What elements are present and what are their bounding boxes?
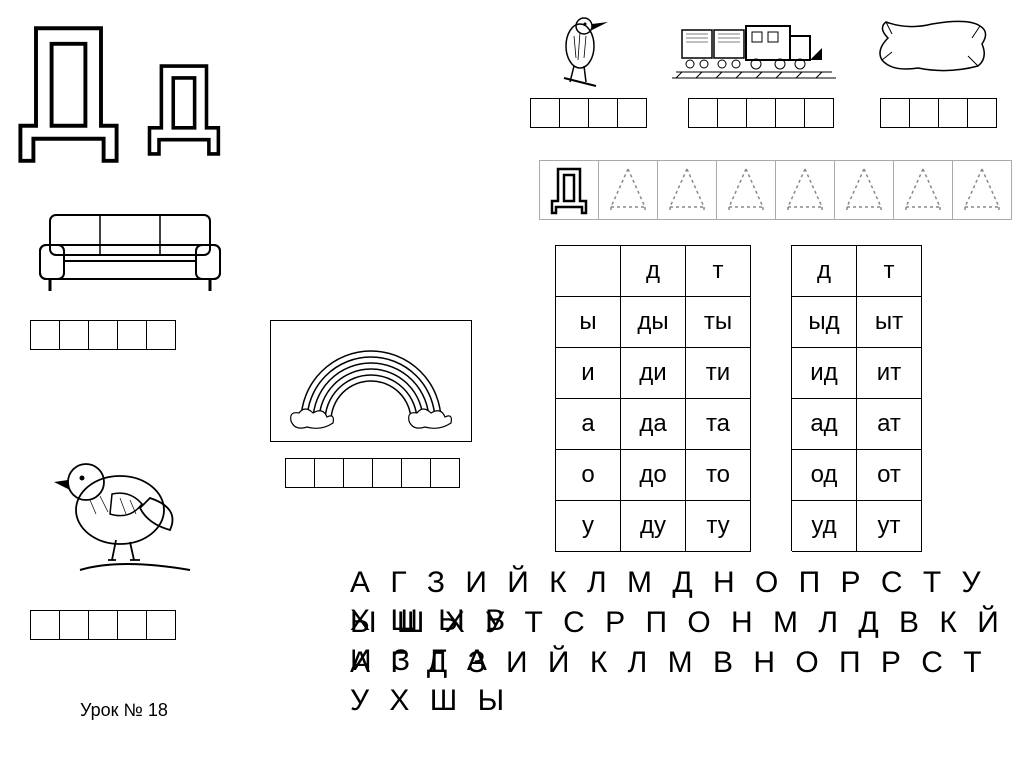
syl-cell: т bbox=[857, 246, 922, 297]
table-row: ы ды ты ыд ыт bbox=[556, 297, 922, 348]
woodpecker-group bbox=[520, 8, 640, 93]
syl-cell: ты bbox=[686, 297, 751, 348]
syl-cell bbox=[556, 246, 621, 297]
train-group bbox=[672, 8, 842, 93]
syl-cell: т bbox=[686, 246, 751, 297]
rainbow-frame bbox=[270, 320, 472, 442]
syl-cell: ит bbox=[857, 348, 922, 399]
syl-cell: ид bbox=[792, 348, 857, 399]
syl-cell: у bbox=[556, 501, 621, 552]
big-letter-lowercase bbox=[140, 55, 235, 170]
syl-cell: ыт bbox=[857, 297, 922, 348]
syl-cell: ду bbox=[621, 501, 686, 552]
syl-cell: ы bbox=[556, 297, 621, 348]
trace-cell-dashed[interactable] bbox=[716, 160, 776, 220]
trace-row[interactable] bbox=[540, 160, 1012, 220]
syl-cell: д bbox=[621, 246, 686, 297]
woodpecker-icon bbox=[540, 8, 620, 88]
syl-cell: ат bbox=[857, 399, 922, 450]
syl-gap bbox=[751, 399, 792, 450]
sparrow-boxes[interactable] bbox=[30, 610, 176, 640]
sofa-icon bbox=[30, 195, 230, 305]
sofa-group bbox=[30, 195, 230, 310]
sparrow-group bbox=[30, 420, 210, 595]
syl-cell: от bbox=[857, 450, 922, 501]
trace-cell-dashed[interactable] bbox=[952, 160, 1012, 220]
syl-cell: то bbox=[686, 450, 751, 501]
woodpecker-boxes[interactable] bbox=[530, 98, 647, 128]
table-row: д т д т bbox=[556, 246, 922, 297]
syl-cell: уд bbox=[792, 501, 857, 552]
syl-cell: ды bbox=[621, 297, 686, 348]
syl-gap bbox=[751, 297, 792, 348]
table-row: о до то од от bbox=[556, 450, 922, 501]
syl-cell: да bbox=[621, 399, 686, 450]
big-letter-uppercase bbox=[10, 15, 140, 170]
train-boxes[interactable] bbox=[688, 98, 834, 128]
letter-line-3: А Г Д З И Й К Л М В Н О П Р С Т У Х Ш Ы bbox=[350, 644, 1024, 720]
pillow-group bbox=[868, 8, 998, 93]
pillow-boxes[interactable] bbox=[880, 98, 997, 128]
syl-gap bbox=[751, 246, 792, 297]
syl-cell: од bbox=[792, 450, 857, 501]
trace-cell-dashed[interactable] bbox=[893, 160, 953, 220]
syl-cell: ут bbox=[857, 501, 922, 552]
syl-cell: ыд bbox=[792, 297, 857, 348]
syl-cell: ди bbox=[621, 348, 686, 399]
syl-cell: ти bbox=[686, 348, 751, 399]
syl-cell: и bbox=[556, 348, 621, 399]
trace-cell-dashed[interactable] bbox=[775, 160, 835, 220]
syl-cell: та bbox=[686, 399, 751, 450]
rainbow-icon bbox=[271, 321, 471, 441]
trace-cell-dashed[interactable] bbox=[834, 160, 894, 220]
syllable-table: д т д т ы ды ты ыд ыт и ди ти ид ит а да… bbox=[555, 245, 922, 552]
syl-cell: о bbox=[556, 450, 621, 501]
syl-gap bbox=[751, 450, 792, 501]
trace-cell-dashed[interactable] bbox=[598, 160, 658, 220]
syl-cell: до bbox=[621, 450, 686, 501]
syl-cell: ту bbox=[686, 501, 751, 552]
table-row: у ду ту уд ут bbox=[556, 501, 922, 552]
table-row: и ди ти ид ит bbox=[556, 348, 922, 399]
trace-cell-dashed[interactable] bbox=[657, 160, 717, 220]
syl-cell: ад bbox=[792, 399, 857, 450]
syl-gap bbox=[751, 348, 792, 399]
sofa-boxes[interactable] bbox=[30, 320, 176, 350]
syl-gap bbox=[751, 501, 792, 552]
table-row: а да та ад ат bbox=[556, 399, 922, 450]
trace-cell-solid[interactable] bbox=[539, 160, 599, 220]
syl-cell: а bbox=[556, 399, 621, 450]
sparrow-icon bbox=[30, 420, 210, 590]
syl-cell: д bbox=[792, 246, 857, 297]
lesson-label: Урок № 18 bbox=[80, 700, 168, 721]
pillow-icon bbox=[868, 8, 998, 88]
rainbow-boxes[interactable] bbox=[285, 458, 460, 488]
train-icon bbox=[672, 8, 842, 88]
